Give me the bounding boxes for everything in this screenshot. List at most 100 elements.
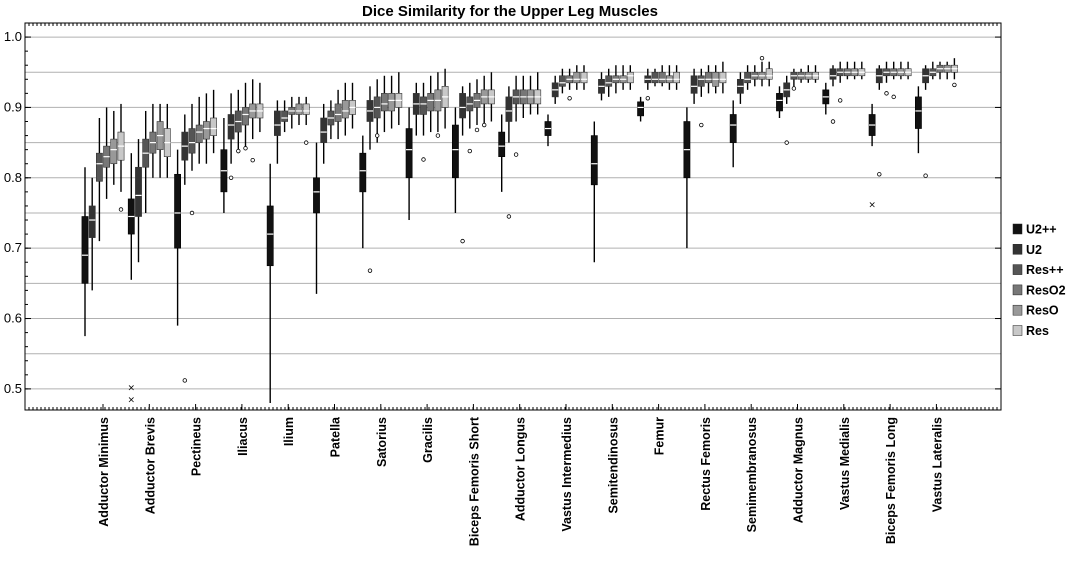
box [705, 71, 712, 84]
category-label: Femur [653, 417, 667, 455]
legend-label: U2++ [1026, 223, 1057, 237]
outlier [243, 146, 248, 151]
outlier [567, 96, 572, 101]
chart-title: Dice Similarity for the Upper Leg Muscle… [362, 3, 658, 20]
outlier-far: × [128, 383, 136, 393]
box [637, 101, 644, 117]
box [242, 107, 249, 126]
box [334, 103, 342, 122]
outlier [884, 91, 889, 96]
box [573, 71, 581, 84]
box [341, 100, 349, 119]
box [203, 121, 210, 140]
outlier [791, 86, 797, 91]
outlier [923, 173, 928, 178]
outlier [435, 133, 441, 138]
outlier [699, 122, 704, 128]
outlier [304, 140, 309, 145]
box [829, 68, 837, 80]
box [719, 71, 727, 84]
box [658, 71, 666, 84]
outlier [877, 172, 882, 177]
category-label: Pectineus [190, 417, 204, 476]
outlier [460, 238, 465, 244]
box [81, 216, 89, 284]
outlier [236, 148, 241, 154]
legend-label: ResO [1026, 304, 1059, 318]
box [776, 93, 783, 112]
box [273, 110, 281, 136]
outlier [830, 119, 836, 124]
box [266, 205, 274, 267]
outlier [645, 96, 650, 101]
category-label: Semimembranosus [745, 417, 759, 532]
category-label: Biceps Femoris Long [884, 417, 898, 544]
box [188, 128, 196, 154]
box [295, 103, 303, 115]
box [498, 131, 506, 157]
category-label: Vastus Medialis [838, 417, 852, 510]
box [174, 173, 181, 249]
outlier [367, 268, 373, 273]
y-tick-label: 0.8 [4, 170, 22, 185]
legend-label: U2 [1026, 243, 1042, 257]
category-label: Vastus Intermedius [560, 417, 574, 532]
legend-swatch [1012, 284, 1023, 296]
legend-swatch [1012, 264, 1023, 275]
category-label: Patella [329, 416, 343, 457]
box [690, 75, 698, 94]
box [135, 166, 142, 217]
box [626, 71, 634, 84]
category-label: Vastus Lateralis [930, 417, 944, 512]
plot-area-frame [24, 22, 1002, 411]
legend: U2++ U2 Res++ ResO2 ResO Res [1012, 223, 1066, 338]
box [673, 71, 680, 84]
outlier-far: × [128, 395, 136, 405]
legend-swatch [1012, 304, 1023, 316]
outlier [838, 98, 843, 103]
box [427, 93, 435, 112]
outlier [375, 133, 380, 138]
y-tick-label: 0.7 [4, 240, 22, 255]
box [451, 124, 459, 179]
box [697, 75, 705, 87]
box [580, 71, 588, 84]
box [227, 114, 235, 140]
legend-label: Res++ [1026, 263, 1064, 277]
outlier [891, 94, 896, 100]
box [405, 128, 413, 179]
outlier [506, 214, 512, 219]
y-tick-label: 0.5 [4, 381, 22, 396]
box [313, 177, 320, 214]
outlier [784, 140, 789, 145]
category-label: Rectus Femoris [699, 417, 713, 511]
box [914, 96, 922, 129]
legend-label: Res [1026, 324, 1049, 338]
axes: 0.5 0.6 0.7 0.8 0.9 1.0 Adductor Minimus Adduct… [4, 23, 1002, 546]
outlier [250, 158, 255, 163]
box [651, 71, 659, 84]
category-label: Adductor Magnus [792, 417, 806, 523]
box [729, 114, 737, 143]
box [505, 96, 513, 122]
outlier [467, 148, 472, 154]
box [281, 110, 288, 122]
y-tick-label: 1.0 [4, 29, 22, 44]
legend-swatch [1012, 244, 1023, 255]
box [459, 93, 466, 119]
outlier [513, 152, 519, 157]
legend-swatch [1012, 325, 1023, 336]
outlier [482, 122, 487, 128]
outlier [182, 378, 187, 383]
outlier [421, 157, 426, 162]
y-tick-label: 0.9 [4, 99, 22, 114]
outlier [118, 207, 124, 212]
category-label: Biceps Femoris Short [467, 416, 481, 546]
outlier-far: × [868, 201, 876, 211]
category-label: Adductor Minimus [97, 417, 111, 527]
legend-swatch [1012, 223, 1023, 235]
box [320, 117, 328, 143]
box [210, 117, 217, 136]
box-plots: × × × [81, 55, 958, 405]
